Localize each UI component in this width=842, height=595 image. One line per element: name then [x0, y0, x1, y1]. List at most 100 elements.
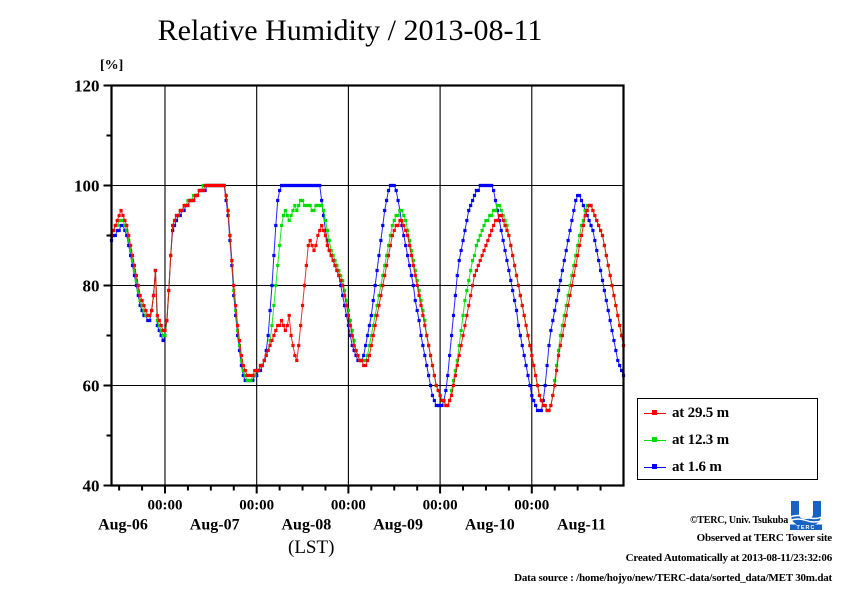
series-marker	[386, 243, 391, 248]
series-marker	[346, 313, 350, 318]
series-marker	[176, 213, 180, 218]
svg-text:TERC: TERC	[796, 525, 815, 530]
series-marker	[377, 303, 381, 308]
series-marker	[547, 408, 551, 413]
series-marker	[484, 183, 488, 188]
y-tick-label: 60	[83, 377, 100, 396]
series-marker	[451, 383, 456, 388]
series-marker	[560, 268, 564, 273]
series-marker	[438, 403, 442, 408]
series-marker	[295, 358, 299, 363]
series-marker	[127, 243, 131, 248]
series-marker	[497, 213, 501, 218]
series-marker	[193, 193, 198, 198]
series-marker	[283, 183, 287, 188]
series-marker	[556, 288, 561, 293]
series-marker	[195, 193, 200, 198]
series-marker	[537, 408, 542, 413]
series-marker	[618, 363, 622, 368]
series-marker	[570, 218, 574, 223]
series-marker	[228, 233, 232, 238]
series-marker	[486, 218, 490, 223]
series-marker	[488, 183, 492, 188]
series-marker	[224, 198, 228, 203]
series-marker	[344, 298, 349, 303]
series-marker	[312, 208, 316, 213]
page-title: Relative Humidity / 2013-08-11	[157, 14, 543, 47]
series-marker	[358, 358, 362, 363]
series-marker	[556, 353, 561, 358]
y-axis-unit-label: [%]	[100, 58, 124, 73]
series-marker	[291, 183, 295, 188]
x-tick-time-label: 00:00	[514, 498, 549, 514]
series-marker	[287, 313, 291, 318]
series-marker	[174, 213, 179, 218]
series-marker	[465, 313, 469, 318]
series-marker	[394, 188, 398, 193]
copyright-text: ©TERC, Univ. Tsukuba	[690, 515, 788, 526]
series-marker	[425, 363, 429, 368]
series-marker	[150, 308, 154, 313]
series-marker	[520, 303, 524, 308]
series-marker	[111, 233, 116, 238]
series-marker	[362, 358, 366, 363]
series-marker	[287, 183, 291, 188]
series-line	[111, 185, 624, 411]
series-marker	[362, 353, 366, 358]
series-marker	[260, 363, 265, 368]
series-marker	[577, 243, 582, 248]
series-marker	[427, 373, 431, 378]
series-marker	[385, 253, 389, 258]
series-marker	[327, 238, 331, 243]
series-marker	[247, 378, 251, 383]
series-marker	[360, 358, 364, 363]
series-marker	[446, 373, 450, 378]
series-marker	[415, 308, 419, 313]
series-marker	[346, 323, 350, 328]
series-marker	[589, 223, 593, 228]
series-marker	[253, 368, 257, 373]
series-marker	[587, 203, 591, 208]
series-marker	[499, 208, 503, 213]
x-tick-time-label: 00:00	[423, 498, 458, 514]
series-marker	[318, 203, 322, 208]
series-marker	[230, 258, 234, 263]
series-marker	[503, 218, 507, 223]
series-marker	[237, 338, 242, 343]
series-marker	[388, 183, 393, 188]
series-marker	[407, 263, 412, 268]
legend-swatch-icon	[644, 408, 666, 418]
series-marker	[421, 308, 425, 313]
series-marker	[543, 403, 547, 408]
series-marker	[581, 218, 585, 223]
series-marker	[610, 283, 614, 288]
series-marker	[616, 313, 620, 318]
series-marker	[237, 348, 242, 353]
series-marker	[534, 373, 538, 378]
series-marker	[503, 248, 507, 253]
series-marker	[363, 343, 368, 348]
series-marker	[365, 333, 370, 338]
series-marker	[383, 273, 387, 278]
series-marker	[511, 288, 515, 293]
series-marker	[379, 283, 383, 288]
series-marker	[440, 403, 444, 408]
series-marker	[490, 228, 494, 233]
series-marker	[583, 208, 587, 213]
series-marker	[541, 398, 545, 403]
series-marker	[490, 213, 494, 218]
series-marker	[585, 213, 589, 218]
series-marker	[558, 343, 563, 348]
series-marker	[555, 363, 559, 368]
series-marker	[595, 218, 599, 223]
series-marker	[547, 343, 551, 348]
series-marker	[472, 193, 477, 198]
series-marker	[461, 333, 465, 338]
series-marker	[423, 353, 427, 358]
series-marker	[171, 223, 175, 228]
series-marker	[402, 233, 406, 238]
series-marker	[329, 248, 333, 253]
series-marker	[205, 183, 209, 188]
series-marker	[388, 233, 393, 238]
series-marker	[385, 263, 389, 268]
